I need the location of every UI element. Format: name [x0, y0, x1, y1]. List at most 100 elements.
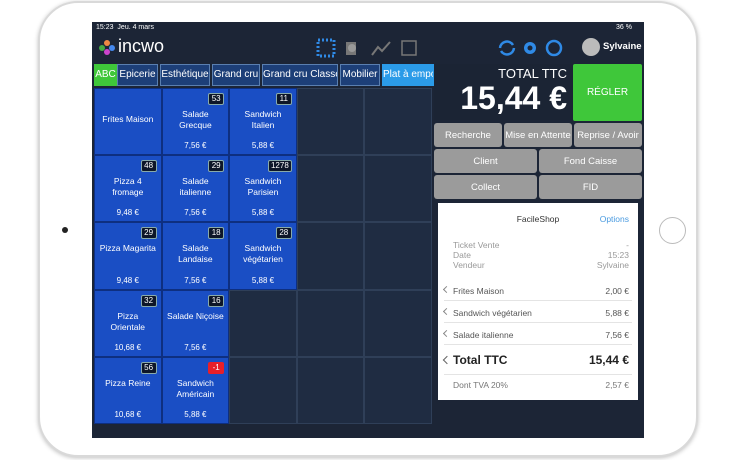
header-icons — [498, 39, 563, 57]
info-value: 15:23 — [607, 250, 629, 260]
product-name: Frites Maison — [102, 114, 154, 124]
logo: incwo — [118, 36, 165, 56]
action-button[interactable]: Client — [434, 149, 537, 173]
product-price: 5,88 € — [251, 208, 275, 218]
stock-badge: 16 — [208, 294, 225, 307]
category-tab[interactable]: ABC — [94, 64, 117, 86]
stock-badge: 18 — [208, 227, 225, 240]
info-row: Date 15:23 — [453, 250, 629, 260]
tax-amount: 2,57 € — [605, 380, 629, 390]
chevron — [442, 307, 451, 316]
empty-cell — [364, 222, 432, 290]
receipt-line[interactable]: Frites Maison 2,00 € — [453, 286, 629, 296]
info-value: - — [626, 240, 629, 250]
category-tab[interactable]: Plat à empo — [382, 64, 434, 86]
receipt-line[interactable]: Sandwich végétarien 5,88 € — [453, 308, 629, 318]
empty-cell — [364, 356, 432, 424]
total-ttc-label: Total TTC — [453, 353, 508, 367]
empty-cell — [296, 222, 365, 290]
divider — [444, 374, 632, 375]
stock-badge: 48 — [140, 160, 157, 173]
category-tab[interactable]: Epicerie — [117, 64, 158, 86]
receipt-total: Total TTC 15,44 € — [453, 353, 629, 367]
product-price: 7,56 € — [184, 342, 207, 352]
stock-badge: 28 — [275, 227, 292, 240]
category-tab[interactable]: Grand cru Classé — [262, 64, 338, 86]
info-label: Vendeur — [453, 260, 485, 270]
empty-cell — [296, 155, 365, 223]
product-tile[interactable]: Salade Landaise 18 7,56 € — [161, 222, 230, 290]
info-row: Ticket Vente - — [453, 240, 629, 250]
camera — [62, 227, 68, 233]
user-name[interactable]: Sylvaine — [603, 41, 642, 52]
product-tile[interactable]: Sandwich Italien 11 5,88 € — [229, 88, 297, 156]
action-button[interactable]: Recherche — [434, 123, 502, 147]
line-name: Frites Maison — [453, 286, 505, 296]
empty-cell — [364, 289, 432, 357]
product-price: 9,48 € — [116, 275, 139, 285]
action-button[interactable]: Collect — [434, 175, 537, 199]
product-price: 10,68 € — [114, 409, 142, 419]
product-tile[interactable]: Frites Maison — [94, 88, 162, 156]
receipt-tax: Dont TVA 20% 2,57 € — [453, 380, 629, 390]
product-tile[interactable]: Pizza Reine 56 10,68 € — [94, 356, 162, 424]
total-amount: 15,44 € — [460, 80, 567, 116]
product-tile[interactable]: Sandwich végétarien 28 5,88 € — [229, 222, 297, 290]
product-name: Salade Niçoise — [167, 310, 224, 321]
receipt: FacileShop Options Ticket Vente - Date 15:2… — [438, 203, 638, 400]
line-amount: 7,56 € — [605, 330, 629, 340]
chevron — [442, 285, 451, 294]
avatar[interactable] — [582, 38, 600, 56]
product-tile[interactable]: Sandwich Parisien 1278 5,88 € — [229, 155, 297, 223]
product-tile[interactable]: Pizza Magarita 29 9,48 € — [94, 222, 162, 290]
category-tab[interactable]: Mobilier — [340, 64, 380, 86]
product-name: Sandwich Parisien — [244, 176, 282, 198]
stock-badge: 1278 — [267, 160, 292, 173]
stock-badge: -1 — [208, 361, 225, 374]
product-tile[interactable]: Salade italienne 29 7,56 € — [161, 155, 230, 223]
category-tab[interactable]: Grand cru — [212, 64, 260, 86]
tax-label: Dont TVA 20% — [453, 380, 508, 390]
action-button[interactable]: Reprise / Avoir — [574, 123, 642, 147]
stock-badge: 29 — [208, 160, 225, 173]
action-button[interactable]: Fond Caisse — [539, 149, 642, 173]
screen: 15:23 Jeu. 4 mars 36 % incwo Sylvaine TO… — [92, 22, 644, 438]
product-name: Sandwich Américain — [176, 377, 215, 399]
total-label: TOTAL TTC — [498, 66, 567, 81]
product-tile[interactable]: Salade Grecque 53 7,56 € — [161, 88, 230, 156]
empty-cell — [229, 356, 297, 424]
category-tab[interactable]: Esthétique — [160, 64, 210, 86]
empty-cell — [296, 356, 365, 424]
receipt-line[interactable]: Salade italienne 7,56 € — [453, 330, 629, 340]
line-name: Salade italienne — [453, 330, 514, 340]
status-time: 15:23 Jeu. 4 mars — [96, 24, 154, 31]
total-ttc: 15,44 € — [588, 353, 629, 367]
product-tile[interactable]: Pizza 4 fromage 48 9,48 € — [94, 155, 162, 223]
shop-name: FacileShop — [516, 214, 560, 224]
options-link[interactable]: Options — [599, 214, 629, 224]
stock-badge: 32 — [140, 294, 157, 307]
product-price: 7,56 € — [184, 141, 207, 151]
action-button[interactable]: FID — [539, 175, 642, 199]
product-tile[interactable]: Pizza Orientale 32 10,68 € — [94, 289, 162, 357]
info-row: Vendeur Sylvaine — [453, 260, 629, 270]
product-name: Pizza Magarita — [99, 243, 156, 254]
product-name: Salade Grecque — [179, 109, 212, 130]
action-button[interactable]: Mise en Attente — [504, 123, 572, 147]
home-button[interactable] — [659, 217, 686, 244]
product-price: 7,56 € — [184, 275, 207, 285]
stock-badge: 29 — [140, 227, 157, 240]
product-name: Sandwich Italien — [244, 109, 282, 130]
empty-cell — [229, 289, 297, 357]
product-name: Sandwich végétarien — [243, 243, 283, 265]
date: Jeu. 4 mars — [117, 24, 154, 31]
product-price: 5,88 € — [184, 409, 207, 419]
product-tile[interactable]: Sandwich Américain -1 5,88 € — [161, 356, 230, 424]
battery: 36 % — [616, 24, 632, 31]
product-tile[interactable]: Salade Niçoise 16 7,56 € — [161, 289, 230, 357]
stock-badge: 53 — [208, 93, 225, 105]
product-price: 9,48 € — [116, 208, 139, 218]
pay-button[interactable]: RÉGLER — [573, 64, 642, 121]
chevron — [442, 355, 452, 365]
